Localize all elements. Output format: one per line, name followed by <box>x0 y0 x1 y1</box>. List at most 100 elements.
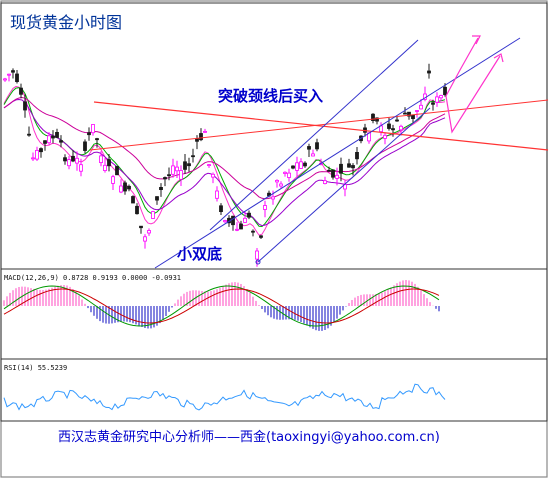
candle-body <box>299 161 303 169</box>
rsi-line <box>3 383 446 411</box>
candle-body <box>339 163 343 174</box>
candle-body <box>127 185 131 190</box>
candle-body <box>27 133 31 136</box>
candle-body <box>315 142 319 150</box>
candle-body <box>55 131 59 138</box>
candle-body <box>11 70 15 73</box>
candle-body <box>235 228 239 231</box>
arrow-head <box>472 35 481 45</box>
candle-body <box>203 130 207 133</box>
candle-body <box>31 157 35 160</box>
candle-body <box>239 223 243 230</box>
candle-body <box>195 138 199 142</box>
candle-body <box>271 196 275 200</box>
neckline <box>93 101 549 151</box>
signal-line <box>3 288 440 324</box>
candle-body <box>119 185 123 193</box>
candle-body <box>419 104 423 110</box>
candle-body <box>243 217 247 223</box>
candle-body <box>179 170 183 180</box>
double-bottom-annotation: 小双底 <box>177 245 222 263</box>
candle-body <box>287 172 291 178</box>
rsi-series <box>3 383 446 411</box>
projection-arrow <box>445 37 479 97</box>
candle-body <box>7 73 11 76</box>
candle-body <box>323 180 327 184</box>
candle-body <box>59 140 63 143</box>
candle-body <box>371 113 375 121</box>
candle-body <box>351 165 355 169</box>
candle-body <box>335 174 339 179</box>
candle-body <box>247 212 251 218</box>
candle-body <box>403 112 407 115</box>
candle-body <box>163 177 167 180</box>
candle-body <box>47 135 51 144</box>
candle-body <box>375 117 379 122</box>
candle-body <box>283 171 287 174</box>
candle-body <box>399 125 403 131</box>
candle-body <box>331 169 335 178</box>
candle-body <box>427 70 431 74</box>
candle-body <box>211 173 215 178</box>
candle-body <box>135 205 139 215</box>
candle-body <box>103 164 107 172</box>
candle-body <box>355 151 359 160</box>
candle-body <box>311 153 315 157</box>
candle-body <box>219 205 223 213</box>
candle-body <box>167 174 171 177</box>
candle-body <box>411 115 415 120</box>
candle-body <box>63 157 67 162</box>
candle-body <box>147 230 151 234</box>
candle-body <box>303 162 307 167</box>
candle-body <box>99 155 103 163</box>
macd-line <box>3 285 440 327</box>
candle-body <box>191 155 195 158</box>
candle-body <box>347 163 351 168</box>
candle-body <box>159 186 163 190</box>
candle-body <box>23 101 27 111</box>
candle-body <box>71 155 75 162</box>
candle-body <box>415 110 419 112</box>
candle-body <box>111 176 115 184</box>
candle-body <box>223 220 227 223</box>
candle-body <box>123 182 127 192</box>
candle-body <box>171 165 175 175</box>
candle-body <box>383 134 387 139</box>
candle-body <box>327 169 331 172</box>
candle-body <box>35 149 39 160</box>
candle-body <box>199 133 203 141</box>
candle-body <box>291 165 295 169</box>
chart-title: 现货黄金小时图 <box>10 13 122 32</box>
channel-mid <box>257 107 431 263</box>
candle-body <box>95 138 99 141</box>
candle-body <box>175 166 179 172</box>
candle-body <box>439 95 443 99</box>
candle-body <box>79 164 83 172</box>
candle-body <box>91 124 95 134</box>
footer-credit: 西汉志黄金研究中心分析师——西金(taoxingyi@yahoo.com.cn) <box>58 429 440 445</box>
candle-body <box>263 205 267 210</box>
candle-body <box>275 179 279 183</box>
candle-body <box>187 163 191 167</box>
candle-body <box>139 225 143 229</box>
price-series <box>3 35 549 269</box>
candle-body <box>15 73 19 82</box>
candle-body <box>295 162 299 171</box>
channel-upper <box>209 39 419 231</box>
candle-body <box>183 161 187 170</box>
low-marker <box>255 259 261 265</box>
candle-body <box>151 211 155 219</box>
rsi-label: RSI(14) 55.5239 <box>4 364 67 372</box>
arrow-head <box>493 53 504 63</box>
candle-body <box>207 164 211 167</box>
channel-lower <box>154 37 521 269</box>
breakout-annotation: 突破颈线后买入 <box>218 87 323 105</box>
candle-body <box>107 159 111 167</box>
candle-body <box>231 215 235 226</box>
candle-body <box>387 123 391 129</box>
candle-body <box>155 196 159 201</box>
macd-label: MACD(12,26,9) 0.8728 0.9193 0.0000 -0.09… <box>4 274 181 282</box>
